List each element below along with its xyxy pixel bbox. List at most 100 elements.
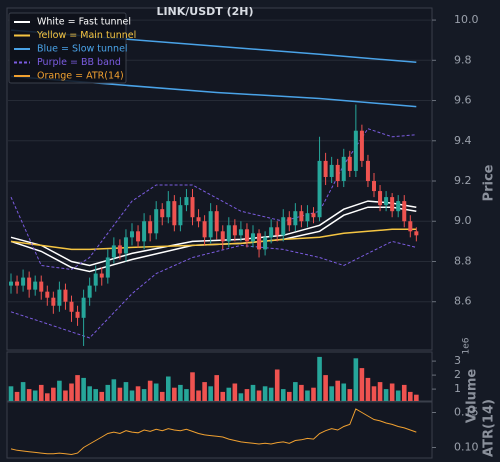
volume-bar <box>178 384 183 401</box>
legend-label: White = Fast tunnel <box>37 17 131 28</box>
candle-body <box>130 231 134 238</box>
volume-bar <box>93 389 98 401</box>
volume-bar <box>232 383 238 401</box>
candle-body <box>251 233 255 242</box>
volume-bar <box>14 391 20 401</box>
candle-body <box>196 217 201 222</box>
legend-label: Yellow = Main tunnel <box>36 30 136 41</box>
candle-body <box>311 213 316 218</box>
volume-bar <box>244 389 250 401</box>
candle-body <box>33 281 38 290</box>
volume-bar <box>75 375 80 401</box>
candle-body <box>220 231 225 242</box>
y-tick-label: 1 <box>454 382 461 395</box>
volume-axis-label: Volume <box>465 369 480 424</box>
volume-bar <box>238 393 244 401</box>
volume-bar <box>129 390 135 401</box>
volume-bar <box>317 356 322 401</box>
candle-body <box>238 229 243 236</box>
y-tick-label: 2 <box>454 368 461 381</box>
volume-bar <box>81 377 86 401</box>
candle-body <box>21 277 26 286</box>
legend-label: Orange = ATR(14) <box>37 71 124 82</box>
atr-line <box>10 408 417 456</box>
volume-scale-label: 1e6 <box>462 337 472 354</box>
candle-body <box>111 245 116 258</box>
y-tick-label: 0.10 <box>454 441 479 454</box>
chart-title: LINK/USDT (2H) <box>156 5 253 18</box>
volume-bar <box>293 382 298 401</box>
candle-body <box>57 289 62 306</box>
y-tick-label: 9.6 <box>454 94 472 107</box>
candle-body <box>275 227 280 236</box>
candle-body <box>341 156 346 182</box>
candle-body <box>323 160 328 177</box>
volume-bar <box>99 391 105 401</box>
candle-body <box>347 156 352 171</box>
volume-bar <box>123 382 129 401</box>
volume-bar <box>196 390 201 401</box>
y-tick-label: 8.6 <box>454 295 472 308</box>
volume-bar <box>214 375 219 401</box>
candle-body <box>117 245 122 254</box>
candle-body <box>402 201 407 222</box>
volume-bar <box>202 382 207 401</box>
candle-body <box>335 164 340 182</box>
candle-body <box>378 191 383 206</box>
candle-body <box>63 289 68 302</box>
volume-bar <box>208 386 213 401</box>
volume-bar <box>353 358 359 401</box>
y-tick-label: 9.2 <box>454 174 472 187</box>
candle-body <box>353 130 358 171</box>
volume-bar <box>105 384 111 401</box>
candle-body <box>372 181 376 192</box>
candle-body <box>184 197 189 206</box>
candle-body <box>87 285 92 298</box>
volume-bar <box>311 387 316 401</box>
volume-bar <box>153 383 159 401</box>
candle-body <box>208 211 213 238</box>
y-tick-label: 0.15 <box>454 406 479 419</box>
candle-body <box>257 233 262 250</box>
candle-body <box>214 211 219 232</box>
y-tick-label: 9.4 <box>454 134 472 147</box>
volume-bar <box>323 375 328 401</box>
overlay-line <box>10 228 417 251</box>
volume-bar <box>365 377 371 401</box>
candle-body <box>202 221 207 238</box>
y-tick-label: 10.0 <box>454 13 479 26</box>
volume-bar <box>135 386 141 401</box>
candle-body <box>51 297 56 306</box>
volume-bar <box>20 382 26 401</box>
candle-body <box>293 211 298 226</box>
volume-bar <box>359 368 365 401</box>
volume-bar <box>414 394 419 401</box>
volume-bar <box>8 386 14 401</box>
candle-body <box>396 201 401 212</box>
volume-bar <box>32 390 38 401</box>
candle-body <box>160 209 165 218</box>
candle-body <box>99 273 104 278</box>
volume-bar <box>299 384 304 401</box>
volume-bar <box>166 376 171 401</box>
candle-body <box>244 229 249 242</box>
volume-bar <box>57 380 62 401</box>
volume-bar <box>377 382 383 401</box>
volume-bar <box>141 389 147 401</box>
candle-body <box>93 273 98 286</box>
candle-body <box>317 160 322 218</box>
candle-body <box>166 201 171 218</box>
candle-body <box>384 197 389 206</box>
candle-body <box>123 237 128 254</box>
y-tick-label: 3 <box>454 354 461 367</box>
volume-bar <box>341 383 347 401</box>
volume-bar <box>268 387 274 401</box>
candle-body <box>190 197 195 218</box>
volume-bar <box>383 389 389 401</box>
legend-box <box>8 12 127 84</box>
volume-bar <box>329 386 334 401</box>
volume-bar <box>250 384 256 401</box>
volume-bar <box>389 383 395 401</box>
volume-bar <box>63 390 68 401</box>
candle-body <box>178 205 183 226</box>
